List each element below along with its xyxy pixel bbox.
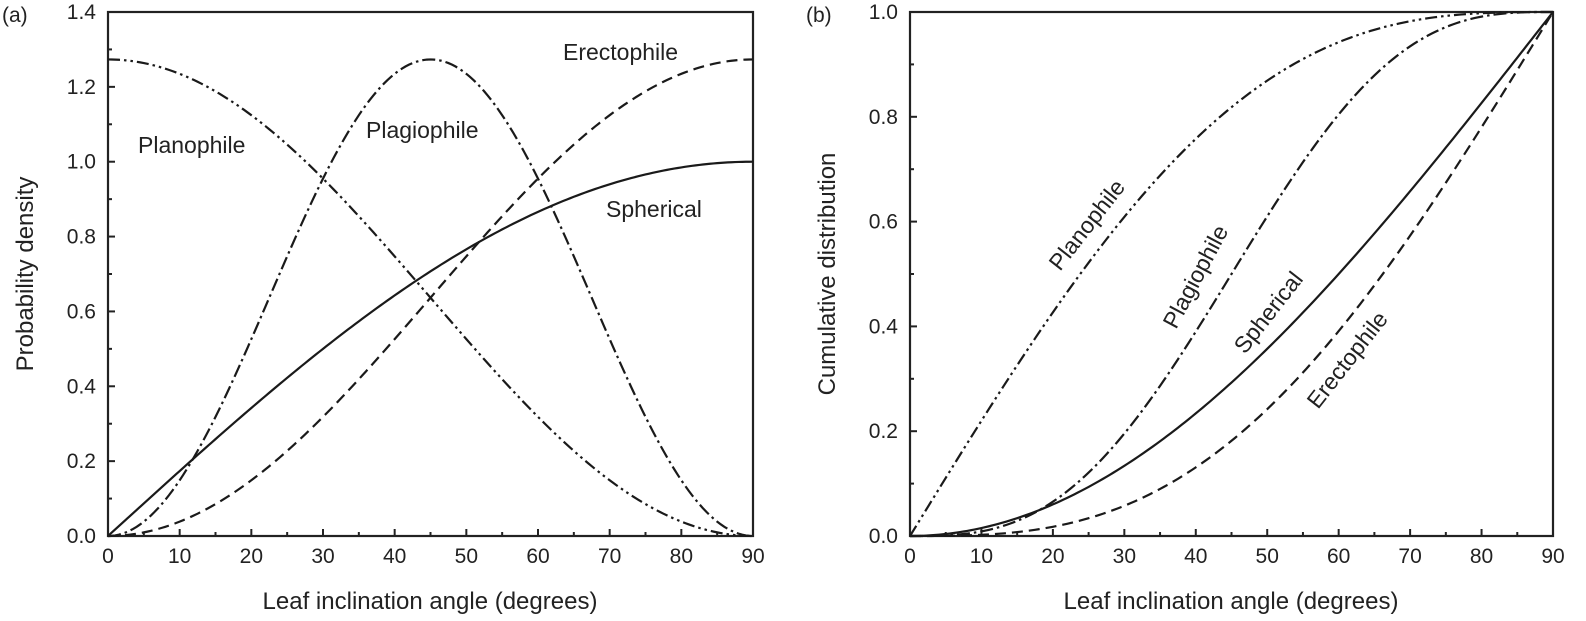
panel-a-label-planophile: Planophile xyxy=(138,132,245,158)
panel-b-x-tick-label: 30 xyxy=(1113,545,1136,568)
panel-a-series-erectophile xyxy=(107,58,754,538)
panel-a-y-tick-label: 0.0 xyxy=(67,525,96,548)
panel-a-label-plagiophile: Plagiophile xyxy=(366,117,479,143)
panel-b-y-tick-label: 1.0 xyxy=(869,1,898,24)
panel-a-x-tick-label: 70 xyxy=(598,545,621,568)
panel-b-curves xyxy=(909,10,1554,538)
panel-a-x-tick-label: 40 xyxy=(383,545,406,568)
panel-a-x-tick-label: 0 xyxy=(102,545,114,568)
panel-a-y-tick-label: 0.4 xyxy=(67,375,97,398)
panel-a: (a) 0 10 20 30 40 50 60 70 80 90 0.0 0.2 0.4 0.6 0.8 1.… xyxy=(2,1,765,615)
panel-a-y-tick-label: 0.8 xyxy=(67,226,96,249)
panel-a-ticks: 0 10 20 30 40 50 60 70 80 90 0.0 0.2 0.4 0.6 0.8 1.0 1.2… xyxy=(67,1,765,568)
panel-b-y-tick-label: 0.0 xyxy=(869,525,898,548)
panel-a-series-plagiophile xyxy=(107,58,754,538)
panel-a-y-tick-label: 0.2 xyxy=(67,450,96,473)
panel-a-y-axis-label: Probability density xyxy=(12,177,39,372)
panel-b-x-tick-label: 90 xyxy=(1541,545,1564,568)
panel-b-x-tick-label: 40 xyxy=(1184,545,1207,568)
panel-b-x-tick-label: 0 xyxy=(904,545,916,568)
panel-b-ticks: 0 10 20 30 40 50 60 70 80 90 0.0 0.2 0.4 0.6 0.8 1.0 xyxy=(869,1,1565,568)
panel-a-x-tick-label: 30 xyxy=(311,545,334,568)
panel-b-x-tick-label: 70 xyxy=(1398,545,1421,568)
panel-b-label-spherical: Spherical xyxy=(1228,267,1308,359)
panel-a-x-tick-label: 50 xyxy=(455,545,478,568)
panel-b-x-tick-label: 50 xyxy=(1256,545,1279,568)
panel-a-series-spherical xyxy=(107,160,754,537)
panel-b-y-tick-label: 0.6 xyxy=(869,211,898,234)
panel-a-x-tick-label: 60 xyxy=(526,545,549,568)
panel-a-y-tick-label: 1.4 xyxy=(67,1,97,24)
panel-b-x-axis-label: Leaf inclination angle (degrees) xyxy=(1064,588,1399,615)
panel-b-label-planophile: Planophile xyxy=(1043,174,1130,275)
panel-a-label-spherical: Spherical xyxy=(606,196,702,222)
panel-a-y-tick-label: 0.6 xyxy=(67,300,96,323)
panel-b-y-axis-label: Cumulative distribution xyxy=(814,153,841,396)
panel-b-y-tick-label: 0.8 xyxy=(869,106,898,129)
panel-b-x-tick-label: 60 xyxy=(1327,545,1350,568)
panel-b-series-plagiophile xyxy=(910,10,1553,538)
panel-b-label-plagiophile: Plagiophile xyxy=(1157,221,1233,333)
panel-a-x-tick-label: 20 xyxy=(240,545,263,568)
panel-b-x-tick-label: 20 xyxy=(1041,545,1064,568)
panel-a-plot-frame xyxy=(106,10,755,538)
panel-a-x-axis-label: Leaf inclination angle (degrees) xyxy=(263,588,598,615)
panel-a-label: (a) xyxy=(2,4,28,27)
panel-b-y-tick-label: 0.2 xyxy=(869,420,898,443)
panel-a-x-tick-label: 10 xyxy=(168,545,191,568)
panel-b-y-tick-label: 0.4 xyxy=(869,315,899,338)
panel-b: (b) 0 10 20 30 40 50 60 70 80 90 0.0 0.2 0.4 0.6 0.8 1.… xyxy=(806,1,1565,615)
panel-b-series-planophile xyxy=(909,10,1553,537)
panel-b-label: (b) xyxy=(806,4,832,27)
panel-b-x-tick-label: 10 xyxy=(970,545,993,568)
panel-a-label-erectophile: Erectophile xyxy=(563,39,678,65)
panel-b-x-tick-label: 80 xyxy=(1470,545,1493,568)
panel-a-x-tick-label: 90 xyxy=(741,545,764,568)
panel-a-curves xyxy=(107,58,754,538)
panel-a-y-tick-label: 1.0 xyxy=(67,151,96,174)
panel-a-x-tick-label: 80 xyxy=(670,545,693,568)
panel-a-y-tick-label: 1.2 xyxy=(67,76,96,99)
panel-b-series-erectophile xyxy=(910,11,1554,538)
panel-b-series-spherical xyxy=(909,11,1554,538)
